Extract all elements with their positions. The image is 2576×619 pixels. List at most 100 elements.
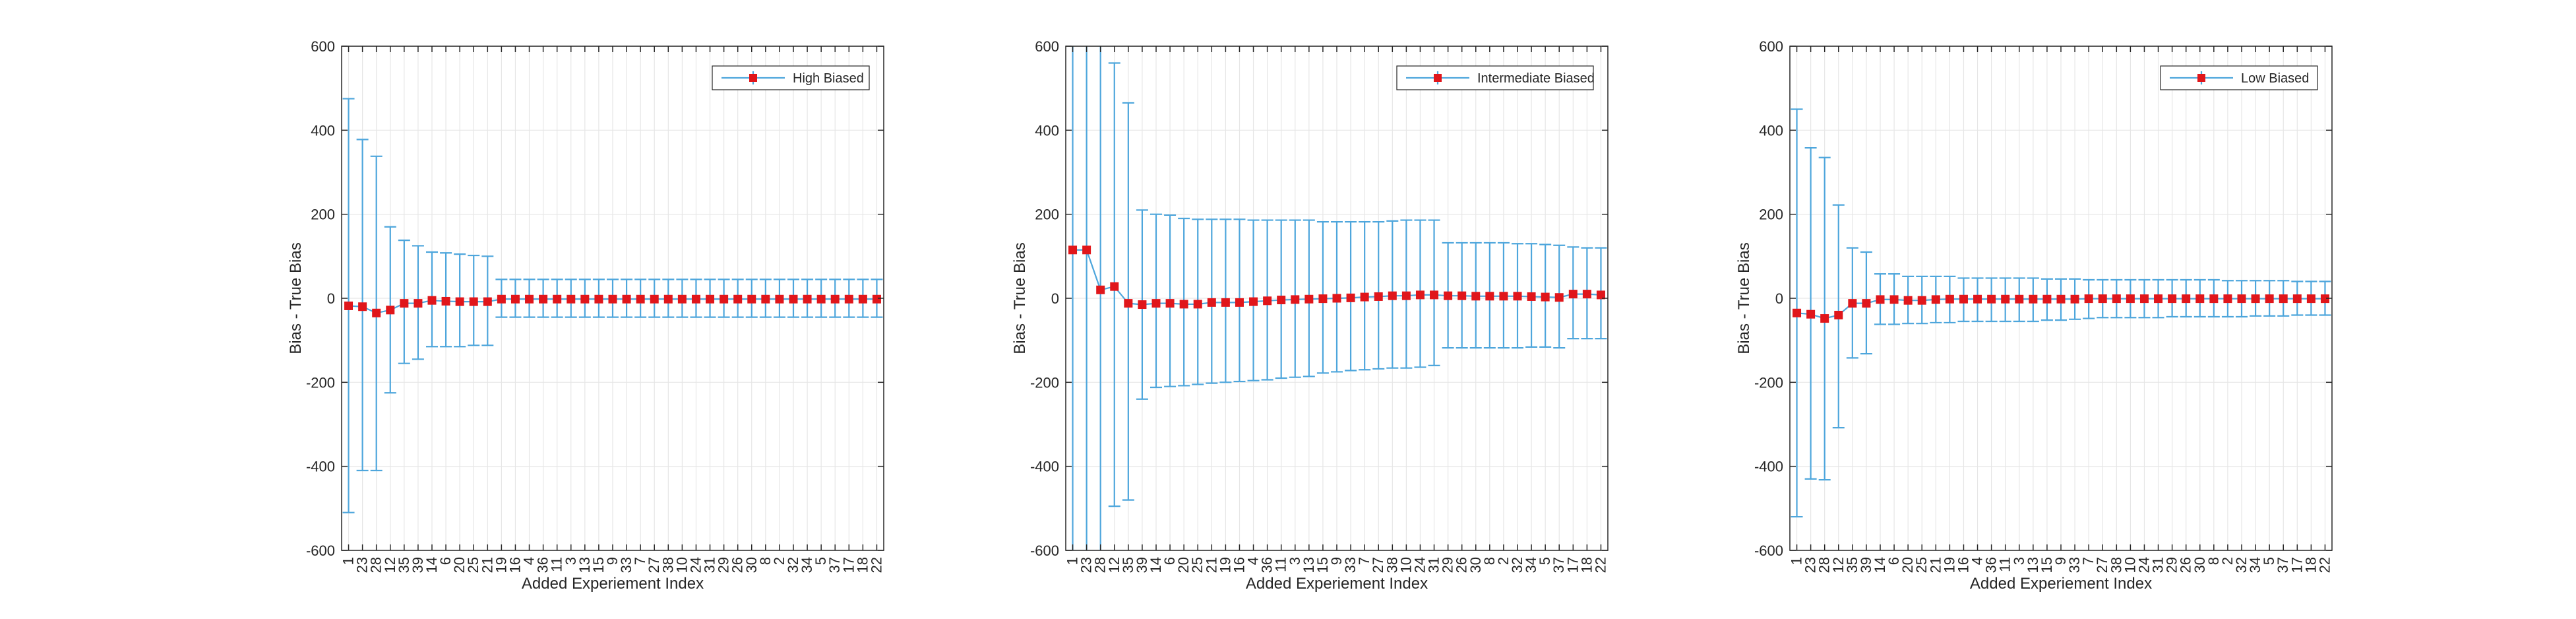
data-point xyxy=(2112,294,2121,304)
x-tick-label: 5 xyxy=(1537,557,1553,565)
data-point xyxy=(497,294,506,304)
x-tick-label: 7 xyxy=(2080,557,2097,565)
x-tick-label: 32 xyxy=(785,557,801,573)
x-tick-label: 15 xyxy=(1314,557,1331,573)
data-point xyxy=(1945,294,1954,304)
x-tick-label: 25 xyxy=(465,557,481,573)
data-point xyxy=(469,297,478,306)
x-tick-label: 13 xyxy=(576,557,593,573)
x-tick-label: 7 xyxy=(1356,557,1372,565)
x-tick-label: 3 xyxy=(563,557,579,565)
y-tick-label: 400 xyxy=(1759,122,1783,139)
data-point xyxy=(1346,293,1355,302)
x-tick-label: 17 xyxy=(1564,557,1581,573)
data-point xyxy=(553,294,562,304)
data-point xyxy=(1207,298,1216,307)
x-tick-label: 1 xyxy=(1064,557,1081,565)
data-point xyxy=(2251,294,2260,304)
x-tick-label: 29 xyxy=(716,557,732,573)
x-tick-label: 13 xyxy=(1301,557,1317,573)
x-tick-label: 34 xyxy=(2247,557,2263,573)
data-point xyxy=(1193,300,1202,309)
x-tick-label: 16 xyxy=(1231,557,1247,573)
data-point xyxy=(733,294,743,304)
x-tick-label: 8 xyxy=(2205,557,2222,565)
data-point xyxy=(1235,298,1244,307)
data-point xyxy=(1541,292,1550,302)
x-tick-label: 28 xyxy=(368,557,384,573)
x-tick-label: 9 xyxy=(2052,557,2069,565)
x-tick-label: 6 xyxy=(1161,557,1178,565)
data-point xyxy=(1513,292,1522,301)
y-tick-label: -600 xyxy=(1030,542,1059,559)
data-point xyxy=(720,294,729,304)
x-tick-label: 16 xyxy=(506,557,523,573)
x-tick-label: 2 xyxy=(1495,557,1512,565)
x-tick-label: 12 xyxy=(382,557,398,573)
data-point xyxy=(2223,294,2232,304)
data-point xyxy=(1596,290,1605,300)
data-point xyxy=(1499,292,1508,301)
chart-panel-intermediate-biased: Bias - True Bias Added Experiement Index… xyxy=(1011,38,1609,593)
x-tick-label: 15 xyxy=(590,557,607,573)
data-point xyxy=(858,294,867,304)
y-tick-label: 200 xyxy=(311,207,335,223)
data-point xyxy=(650,294,659,304)
x-tick-label: 10 xyxy=(2122,557,2138,573)
markers xyxy=(1793,294,2329,323)
data-point xyxy=(1806,310,1816,319)
x-tick-label: 12 xyxy=(1106,557,1122,573)
x-tick-label: 32 xyxy=(1509,557,1525,573)
x-tick-label: 35 xyxy=(1120,557,1136,573)
data-point xyxy=(2195,294,2205,304)
x-tick-label: 38 xyxy=(659,557,676,573)
x-tick-label: 7 xyxy=(632,557,648,565)
data-point xyxy=(1277,296,1286,305)
y-ticks: -600 -400 -200 0 200 400 600 xyxy=(1754,38,2332,559)
y-tick-label: -400 xyxy=(306,459,335,475)
x-tick-label: 34 xyxy=(799,557,815,573)
x-tick-label: 23 xyxy=(354,557,371,573)
data-point xyxy=(2042,294,2052,304)
data-point xyxy=(1304,294,1314,304)
y-tick-label: -400 xyxy=(1754,459,1783,475)
data-point xyxy=(441,296,450,306)
data-point xyxy=(1096,285,1105,294)
x-tick-label: 11 xyxy=(1997,557,2013,572)
x-tick-label: 30 xyxy=(743,557,760,573)
data-point xyxy=(2056,294,2066,304)
x-tick-label: 2 xyxy=(2219,557,2236,565)
x-tick-label: 38 xyxy=(1384,557,1400,573)
y-tick-label: -200 xyxy=(306,374,335,391)
legend-label: Intermediate Biased xyxy=(1477,71,1595,86)
data-point xyxy=(1179,300,1188,309)
legend: Intermediate Biased xyxy=(1396,65,1595,90)
y-tick-label: -200 xyxy=(1030,374,1059,391)
data-point xyxy=(1876,295,1885,304)
x-tick-label: 18 xyxy=(1578,557,1595,573)
x-tick-label: 11 xyxy=(1273,557,1289,572)
x-tick-label: 39 xyxy=(1858,557,1874,573)
x-tick-label: 37 xyxy=(2275,557,2291,573)
data-point xyxy=(1820,314,1829,323)
chart-panel-low-biased: Bias - True Bias Added Experiement Index… xyxy=(1735,38,2333,593)
chart-panel-high-biased: Bias - True Bias Added Experiement Index… xyxy=(287,38,884,593)
data-point xyxy=(2084,294,2093,304)
y-ticks: -600 -400 -200 0 200 400 600 xyxy=(1030,38,1608,559)
x-tick-label: 19 xyxy=(493,557,509,573)
data-point xyxy=(1332,294,1341,303)
data-point xyxy=(1582,290,1591,299)
y-tick-label: -600 xyxy=(1754,542,1783,559)
x-tick-label: 25 xyxy=(1913,557,1930,573)
x-tick-label: 22 xyxy=(2316,557,2333,573)
x-tick-label: 28 xyxy=(1092,557,1109,573)
x-tick-label: 30 xyxy=(2192,557,2208,573)
x-tick-label: 22 xyxy=(868,557,884,573)
x-tick-label: 19 xyxy=(1217,557,1233,573)
x-axis-label: Added Experiement Index xyxy=(522,575,704,593)
data-point xyxy=(414,299,423,308)
data-point xyxy=(1263,296,1272,306)
data-point xyxy=(1973,294,1982,304)
y-axis-label: Bias - True Bias xyxy=(287,242,305,354)
data-point xyxy=(775,294,784,304)
